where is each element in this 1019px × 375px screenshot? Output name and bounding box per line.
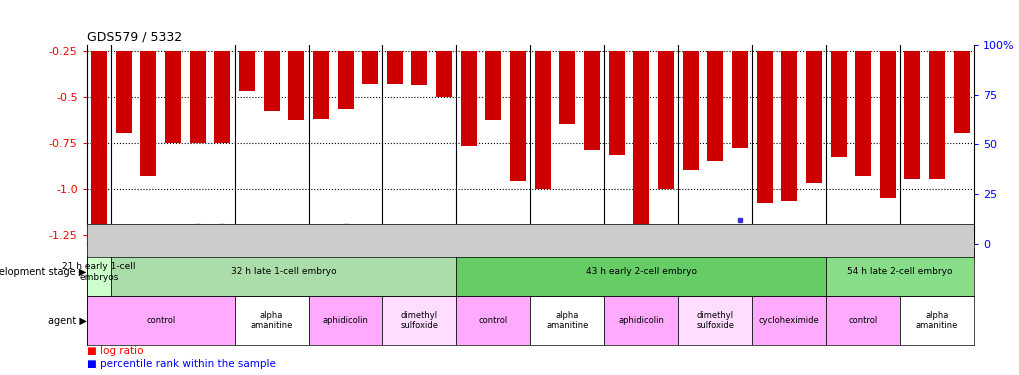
- Bar: [534, 51, 550, 189]
- Bar: [682, 51, 698, 170]
- Bar: [362, 51, 378, 84]
- Bar: [558, 51, 575, 124]
- Bar: [781, 51, 797, 201]
- Bar: [411, 51, 427, 86]
- Text: 32 h late 1-cell embryo: 32 h late 1-cell embryo: [231, 267, 336, 276]
- Text: 54 h late 2-cell embryo: 54 h late 2-cell embryo: [847, 267, 952, 276]
- Bar: [308, 296, 382, 345]
- Bar: [436, 51, 451, 96]
- Bar: [678, 296, 751, 345]
- Text: ■ log ratio: ■ log ratio: [87, 346, 143, 356]
- Bar: [608, 51, 624, 155]
- Bar: [879, 51, 895, 198]
- Text: ■ percentile rank within the sample: ■ percentile rank within the sample: [87, 359, 275, 369]
- Text: dimethyl
sulfoxide: dimethyl sulfoxide: [696, 311, 734, 330]
- Text: GDS579 / 5332: GDS579 / 5332: [87, 31, 181, 44]
- Text: alpha
amanitine: alpha amanitine: [545, 311, 588, 330]
- Text: agent ▶: agent ▶: [48, 316, 87, 326]
- Text: alpha
amanitine: alpha amanitine: [250, 311, 292, 330]
- Bar: [805, 51, 821, 183]
- Bar: [461, 51, 476, 146]
- Bar: [633, 51, 649, 229]
- Text: control: control: [146, 316, 175, 325]
- Bar: [87, 296, 234, 345]
- Bar: [756, 51, 771, 203]
- Bar: [87, 248, 111, 296]
- Bar: [111, 248, 457, 296]
- Bar: [214, 51, 230, 142]
- Bar: [386, 51, 403, 84]
- Bar: [751, 296, 825, 345]
- Bar: [234, 296, 308, 345]
- Bar: [485, 51, 501, 120]
- Bar: [115, 51, 131, 134]
- Text: development stage ▶: development stage ▶: [0, 267, 87, 277]
- Text: control: control: [848, 316, 877, 325]
- Bar: [657, 51, 674, 189]
- Bar: [91, 51, 107, 238]
- Bar: [854, 51, 870, 176]
- Bar: [313, 51, 328, 118]
- Text: aphidicolin: aphidicolin: [618, 316, 663, 325]
- Text: 21 h early 1-cell
embryos: 21 h early 1-cell embryos: [62, 262, 136, 282]
- Bar: [457, 248, 825, 296]
- Text: aphidicolin: aphidicolin: [322, 316, 368, 325]
- Bar: [603, 296, 678, 345]
- Bar: [457, 296, 530, 345]
- Bar: [382, 296, 455, 345]
- Bar: [165, 51, 180, 142]
- Bar: [899, 296, 973, 345]
- Bar: [732, 51, 747, 148]
- Bar: [706, 51, 722, 161]
- Bar: [825, 296, 899, 345]
- Text: 43 h early 2-cell embryo: 43 h early 2-cell embryo: [585, 267, 696, 276]
- Bar: [530, 296, 603, 345]
- Text: dimethyl
sulfoxide: dimethyl sulfoxide: [400, 311, 438, 330]
- Text: cycloheximide: cycloheximide: [758, 316, 819, 325]
- Bar: [904, 51, 919, 179]
- Bar: [953, 51, 969, 134]
- Text: control: control: [478, 316, 507, 325]
- Bar: [141, 51, 156, 176]
- Bar: [928, 51, 945, 179]
- Bar: [190, 51, 206, 142]
- Bar: [829, 51, 846, 157]
- Bar: [238, 51, 255, 91]
- Bar: [510, 51, 526, 181]
- Bar: [288, 51, 304, 120]
- Text: alpha
amanitine: alpha amanitine: [915, 311, 958, 330]
- Bar: [584, 51, 599, 150]
- Bar: [825, 248, 973, 296]
- Bar: [263, 51, 279, 111]
- Bar: [337, 51, 354, 110]
